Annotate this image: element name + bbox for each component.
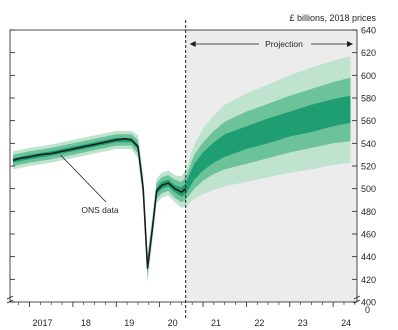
x-tick-label: 21: [211, 318, 221, 328]
x-tick-label: 20: [168, 318, 178, 328]
y-tick-label: 480: [361, 207, 376, 217]
y-tick-label: 400: [361, 298, 376, 308]
axis-break-zero-label: 0: [365, 305, 370, 315]
y-tick-label: 460: [361, 230, 376, 240]
y-tick-label: 620: [361, 48, 376, 58]
y-tick-label: 420: [361, 275, 376, 285]
y-tick-label: 580: [361, 94, 376, 104]
chart-overlay: £ billions, 2018 prices Projection ONS d…: [81, 13, 376, 215]
projection-arrowhead-right: [347, 41, 353, 47]
y-tick-label: 640: [361, 26, 376, 36]
unit-label: £ billions, 2018 prices: [289, 13, 376, 23]
projection-arrowhead-left: [189, 41, 196, 47]
x-tick-label: 2017: [33, 318, 53, 328]
y-tick-label: 560: [361, 116, 376, 126]
x-tick-label: 19: [124, 318, 134, 328]
y-tick-label: 600: [361, 71, 376, 81]
y-tick-label: 520: [361, 162, 376, 172]
y-tick-label: 500: [361, 184, 376, 194]
annotation-pointer: [60, 154, 107, 203]
x-tick-label: 22: [254, 318, 264, 328]
x-tick-label: 18: [81, 318, 91, 328]
x-tick-label: 23: [298, 318, 308, 328]
annotation-label: ONS data: [81, 205, 119, 215]
axis-break-left: [6, 295, 14, 304]
projection-label: Projection: [265, 39, 303, 49]
plot-area: 400 420 440 460 480 500 520 540 560 580 600 620 640 0…: [6, 20, 376, 328]
y-tick-label: 440: [361, 252, 376, 262]
series-line-ons-data: [12, 138, 187, 269]
x-tick-label: 24: [341, 318, 351, 328]
y-tick-label: 540: [361, 139, 376, 149]
fan-band-inner: [13, 95, 351, 272]
